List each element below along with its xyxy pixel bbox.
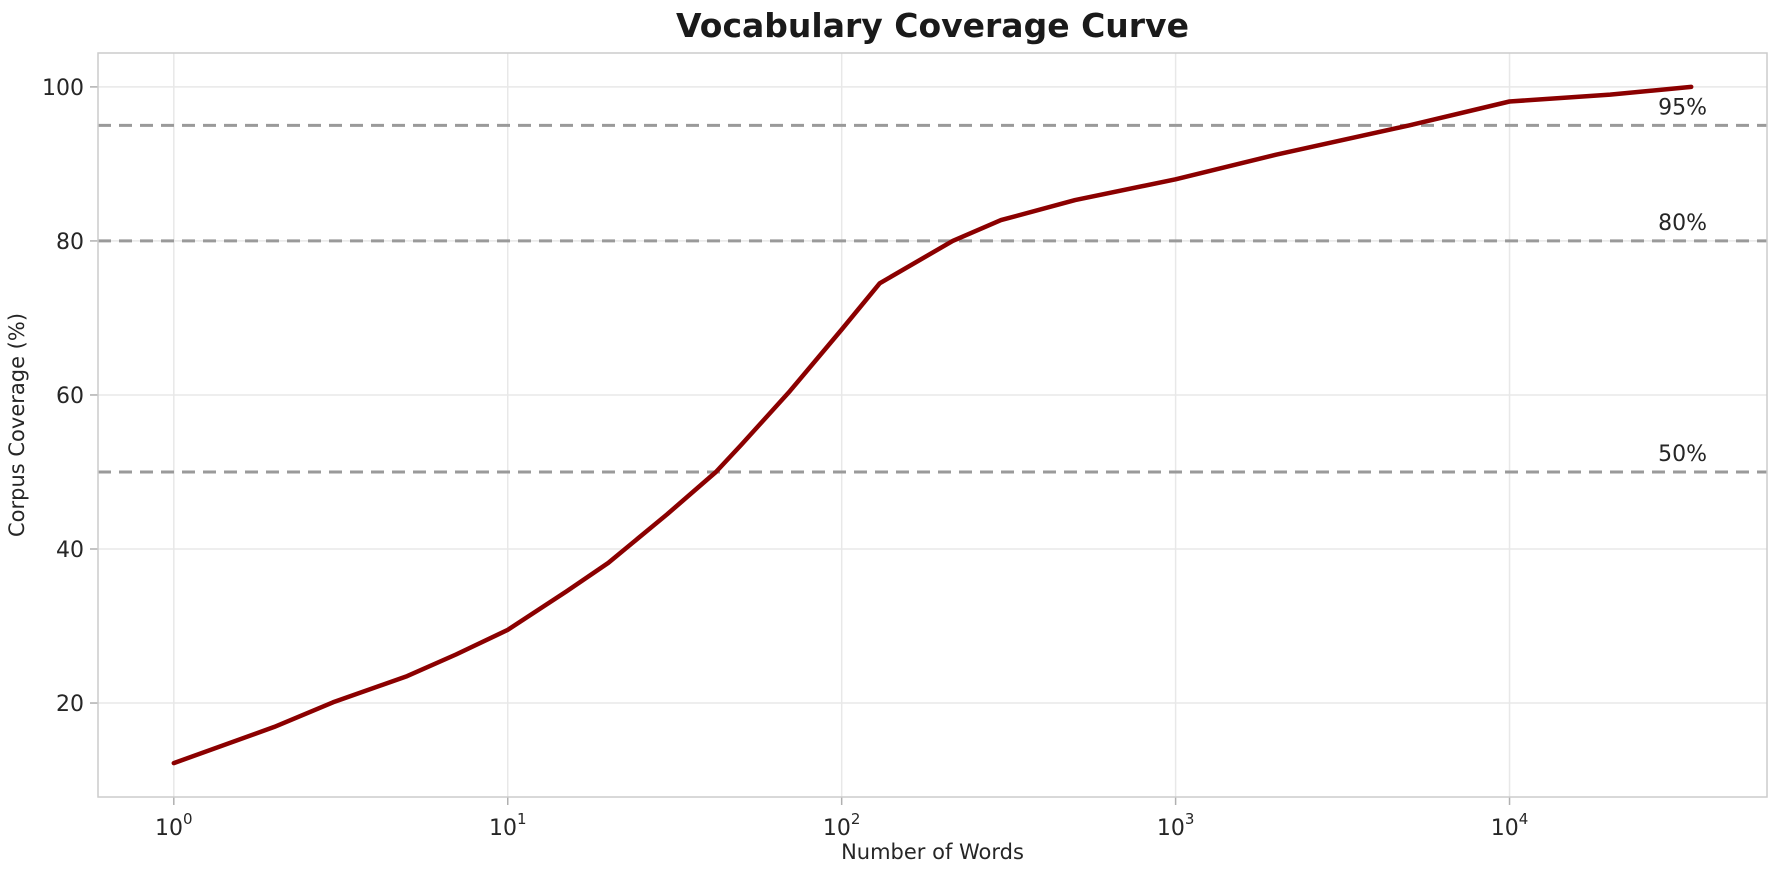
x-tick-label: 100	[155, 810, 193, 841]
y-tick-label: 40	[56, 538, 84, 563]
y-tick-label: 60	[56, 384, 84, 409]
x-axis-label: Number of Words	[841, 840, 1024, 864]
y-tick-label: 100	[42, 76, 84, 101]
y-tick-label: 20	[56, 692, 84, 717]
x-tick-label: 101	[489, 810, 527, 841]
reference-line-label-80: 80%	[1658, 211, 1707, 236]
y-tick-label: 80	[56, 230, 84, 255]
reference-line-label-95: 95%	[1658, 95, 1707, 120]
reference-line-label-50: 50%	[1658, 442, 1707, 467]
x-tick-label: 104	[1491, 810, 1529, 841]
chart-title: Vocabulary Coverage Curve	[676, 6, 1189, 45]
coverage-curve	[171, 84, 1694, 766]
y-axis-label: Corpus Coverage (%)	[5, 312, 29, 538]
plot-border	[97, 52, 1768, 798]
x-tick-label: 103	[1157, 810, 1195, 841]
x-tick-label: 102	[823, 810, 861, 841]
